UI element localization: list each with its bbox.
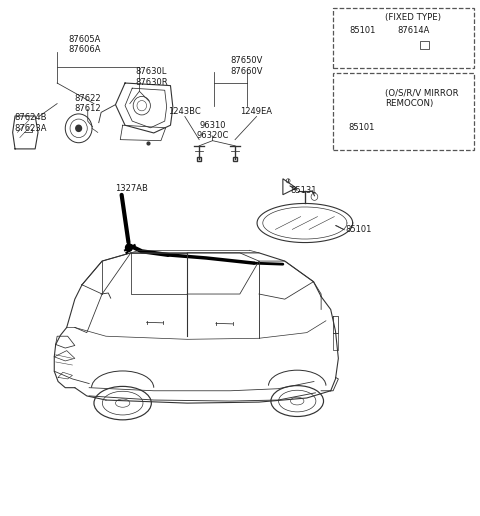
Text: 85131: 85131 — [291, 186, 317, 195]
Text: 1243BC: 1243BC — [168, 107, 201, 116]
Text: 1249EA: 1249EA — [240, 107, 273, 116]
Text: 85101: 85101 — [345, 225, 372, 234]
Circle shape — [126, 244, 132, 251]
Text: 87622
87612: 87622 87612 — [74, 94, 101, 114]
Text: 85101: 85101 — [348, 123, 375, 132]
Text: 87624B
87623A: 87624B 87623A — [14, 114, 47, 133]
FancyBboxPatch shape — [333, 8, 474, 68]
Bar — [420, 41, 429, 49]
Text: 96310
96320C: 96310 96320C — [196, 121, 229, 140]
Circle shape — [76, 125, 82, 132]
Text: 87650V
87660V: 87650V 87660V — [231, 56, 263, 76]
Text: 87605A
87606A: 87605A 87606A — [68, 35, 101, 54]
FancyBboxPatch shape — [333, 73, 474, 150]
Text: 87614A: 87614A — [397, 26, 430, 35]
Text: 87630L
87630R: 87630L 87630R — [135, 67, 168, 87]
Text: 1327AB: 1327AB — [115, 184, 148, 193]
Text: (FIXED TYPE): (FIXED TYPE) — [385, 13, 441, 22]
Text: 85101: 85101 — [350, 26, 376, 35]
Text: (O/S/R/V MIRROR
REMOCON): (O/S/R/V MIRROR REMOCON) — [385, 89, 458, 108]
